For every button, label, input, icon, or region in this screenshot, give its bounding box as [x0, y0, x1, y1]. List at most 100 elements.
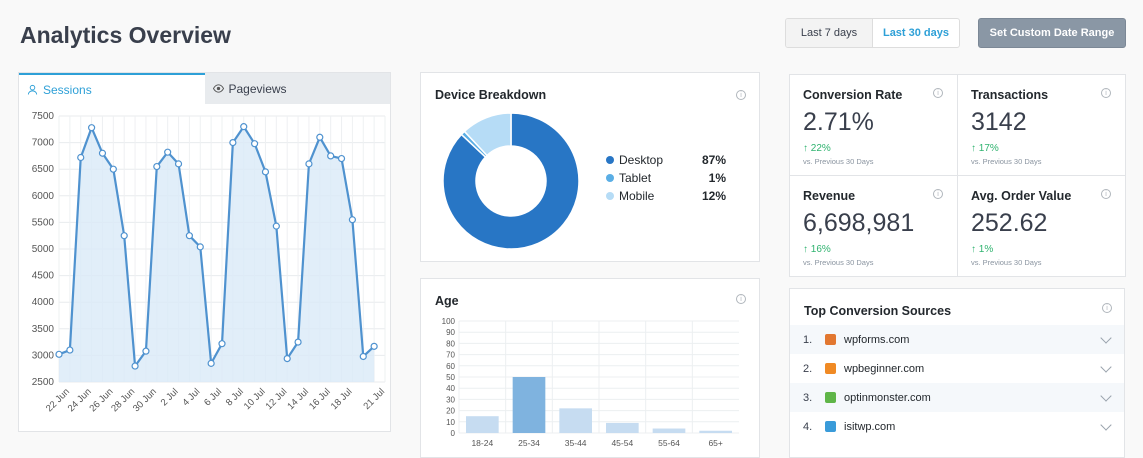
tab-pageviews-label: Pageviews	[228, 81, 287, 96]
x-tick-label: 14 Jul	[285, 386, 311, 412]
user-icon	[27, 84, 38, 95]
y-tick-label: 4000	[32, 297, 55, 308]
data-point	[359, 352, 367, 361]
data-point	[348, 216, 356, 224]
chevron-down-icon[interactable]	[1100, 332, 1112, 344]
y-tick-label: 40	[446, 384, 455, 393]
info-icon[interactable]: i	[1102, 303, 1112, 313]
chevron-down-icon[interactable]	[1100, 390, 1112, 402]
y-tick-label: 100	[442, 317, 456, 326]
data-point	[120, 232, 128, 240]
x-tick-label: 22 Jun	[44, 386, 72, 414]
data-point	[87, 124, 96, 132]
x-tick-label: 16 Jul	[307, 386, 333, 412]
sessions-panel: Sessions Pageviews 2500 3000 3500 4000 4500 5…	[18, 72, 391, 432]
info-icon[interactable]: i	[736, 90, 746, 100]
metric-card: Revenue i 6,698,981 ↑ 16% vs. Previous 3…	[789, 175, 958, 277]
x-tick-label: 55-64	[658, 438, 680, 448]
tab-pageviews[interactable]: Pageviews	[204, 73, 390, 104]
sessions-area	[59, 126, 375, 382]
data-point	[164, 148, 172, 156]
info-icon[interactable]: i	[736, 294, 746, 304]
data-point	[261, 168, 270, 176]
x-tick-label: 10 Jul	[242, 386, 268, 412]
legend-item: Tablet 1%	[606, 171, 726, 185]
age-bar-35-44	[559, 408, 592, 433]
last-30-days-button[interactable]: Last 30 days	[882, 27, 950, 39]
y-tick-label: 0	[451, 429, 456, 438]
source-row[interactable]: 1. wpforms.com	[790, 325, 1124, 354]
x-tick-label: 12 Jul	[264, 386, 290, 412]
y-tick-label: 70	[446, 351, 455, 360]
data-point	[196, 243, 204, 251]
data-point	[251, 140, 259, 148]
legend-item: Mobile 12%	[606, 189, 726, 203]
data-point	[240, 123, 248, 131]
data-point	[327, 152, 335, 160]
metric-value: 6,698,981	[803, 209, 915, 237]
data-point	[370, 342, 378, 350]
sources-title: Top Conversion Sources	[804, 304, 952, 318]
metric-change: ↑ 16%	[803, 244, 831, 255]
legend-dot	[606, 156, 614, 164]
data-point	[109, 165, 117, 173]
y-tick-label: 30	[446, 395, 455, 404]
sessions-line-chart: 2500 3000 3500 4000 4500 5000 5500 6000 6500 7000…	[32, 111, 387, 414]
source-row[interactable]: 3. optinmonster.com	[790, 383, 1124, 412]
metric-comparison: vs. Previous 30 Days	[971, 258, 1042, 267]
chevron-down-icon[interactable]	[1100, 361, 1112, 373]
source-name: isitwp.com	[844, 420, 896, 433]
metric-card: Conversion Rate i 2.71% ↑ 22% vs. Previo…	[789, 74, 958, 176]
info-icon[interactable]: i	[933, 189, 943, 199]
metric-comparison: vs. Previous 30 Days	[803, 157, 874, 166]
info-icon[interactable]: i	[1101, 189, 1111, 199]
custom-date-range-button[interactable]: Set Custom Date Range	[978, 18, 1126, 48]
tab-sessions[interactable]: Sessions	[19, 73, 205, 104]
legend-percent: 12%	[701, 189, 726, 203]
source-row[interactable]: 4. isitwp.com	[790, 412, 1124, 441]
y-tick-label: 5500	[32, 217, 55, 228]
y-tick-label: 10	[446, 418, 455, 427]
top-conversion-sources-panel: Top Conversion Sources i 1. wpforms.com …	[789, 288, 1125, 458]
data-point	[98, 149, 107, 157]
x-tick-label: 4 Jul	[180, 386, 202, 408]
legend-label: Mobile	[619, 189, 655, 203]
age-bar-65+	[699, 430, 732, 433]
chevron-down-icon[interactable]	[1100, 419, 1112, 431]
data-point	[131, 362, 139, 370]
y-tick-label: 3500	[32, 324, 55, 335]
arrow-up-icon: ↑	[971, 143, 976, 154]
x-tick-label: 30 Jun	[131, 386, 159, 414]
y-tick-label: 90	[446, 328, 455, 337]
eye-icon	[212, 84, 224, 93]
data-point	[218, 340, 226, 348]
arrow-up-icon: ↑	[803, 143, 808, 154]
metric-card: Transactions i 3142 ↑ 17% vs. Previous 3…	[957, 74, 1126, 176]
data-point	[294, 338, 302, 346]
data-point	[77, 153, 85, 162]
data-point	[142, 347, 150, 355]
info-icon[interactable]: i	[1101, 88, 1111, 98]
device-breakdown-panel: Device Breakdown i Desktop 87% Tablet 1% Mob…	[420, 72, 760, 262]
info-icon[interactable]: i	[933, 88, 943, 98]
metric-label: Transactions	[971, 88, 1049, 102]
x-tick-label: 26 Jun	[88, 386, 116, 414]
metric-value: 2.71%	[803, 108, 874, 136]
data-point	[272, 222, 280, 230]
last-7-days-button[interactable]: Last 7 days	[786, 19, 873, 47]
metric-label: Avg. Order Value	[971, 189, 1072, 203]
y-tick-label: 3000	[32, 350, 55, 361]
x-tick-label: 2 Jul	[159, 386, 181, 408]
source-row[interactable]: 2. wpbeginner.com	[790, 354, 1124, 383]
site-favicon-icon	[825, 392, 836, 403]
data-point	[316, 133, 324, 141]
source-rank: 2.	[803, 362, 813, 375]
legend-percent: 1%	[708, 171, 726, 185]
metric-label: Revenue	[803, 189, 856, 203]
legend-label: Desktop	[619, 153, 664, 167]
y-tick-label: 80	[446, 339, 455, 348]
metric-comparison: vs. Previous 30 Days	[971, 157, 1042, 166]
y-tick-label: 2500	[32, 377, 55, 388]
age-bar-25-34	[512, 377, 546, 433]
x-tick-label: 28 Jun	[109, 386, 137, 414]
